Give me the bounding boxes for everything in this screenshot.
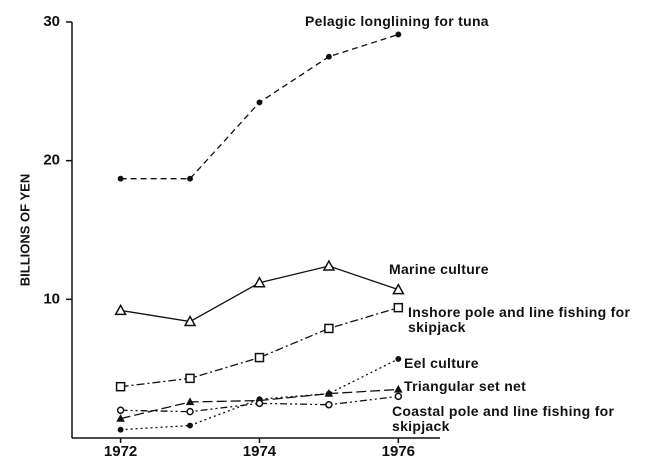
- point: [325, 53, 332, 60]
- point: [187, 175, 193, 182]
- point: [393, 302, 404, 313]
- point: [395, 356, 402, 362]
- series-line: [120, 307, 399, 388]
- series-line: [120, 33, 399, 180]
- point: [187, 422, 193, 429]
- point: [117, 175, 124, 182]
- point: [322, 259, 336, 271]
- y-tick-label: 20: [43, 152, 60, 169]
- point: [186, 407, 194, 416]
- point: [114, 303, 127, 316]
- series-line: [120, 395, 399, 413]
- series-label: Eel culture: [404, 355, 479, 371]
- point: [395, 31, 402, 38]
- point: [394, 384, 403, 393]
- point: [255, 399, 264, 408]
- point: [254, 352, 265, 363]
- point: [185, 373, 195, 384]
- point: [256, 99, 263, 106]
- point: [325, 400, 333, 409]
- point: [116, 406, 125, 415]
- x-tick-label: 1972: [104, 443, 137, 458]
- point: [394, 392, 403, 401]
- y-tick-label: 30: [43, 13, 60, 30]
- x-tick-label: 1974: [243, 443, 277, 458]
- point: [324, 389, 334, 397]
- series-line: [120, 265, 399, 323]
- point: [116, 414, 125, 422]
- point: [115, 381, 126, 392]
- point: [324, 323, 334, 334]
- point: [117, 426, 124, 433]
- series-label: Inshore pole and line fishing for skipja…: [408, 304, 631, 335]
- series-label: Coastal pole and line fishing for skipja…: [392, 403, 615, 434]
- point: [185, 397, 195, 406]
- point: [392, 283, 405, 295]
- series-label: Pelagic longlining for tuna: [305, 13, 489, 29]
- point: [253, 276, 266, 288]
- y-axis-label: BILLIONS OF YEN: [17, 174, 32, 286]
- series-line: [120, 358, 399, 431]
- series-label: Marine culture: [389, 261, 489, 277]
- point: [183, 314, 197, 327]
- x-tick-label: 1976: [382, 443, 415, 458]
- y-tick-label: 10: [43, 290, 60, 307]
- series-label: Triangular set net: [404, 378, 527, 394]
